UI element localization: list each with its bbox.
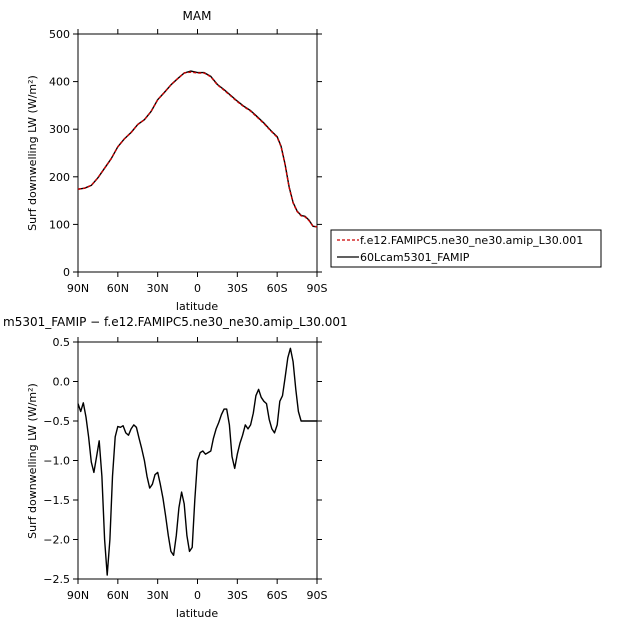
bottom-y-tick-label: 0.5 xyxy=(53,336,71,349)
top-y-axis-label: Surf downwelling LW (W/m²) xyxy=(26,75,39,231)
bottom-x-tick-label: 60S xyxy=(267,589,288,602)
top-y-tick-label: 400 xyxy=(49,76,70,89)
bottom-x-tick-label: 0 xyxy=(194,589,201,602)
legend: f.e12.FAMIPC5.ne30_ne30.amip_L30.001 60L… xyxy=(330,229,602,268)
top-y-axis: 0 100 200 300 400 500 xyxy=(49,28,322,279)
top-x-tick-label: 30S xyxy=(227,282,248,295)
top-x-axis: 90N 60N 30N 0 30S 60S 90S xyxy=(67,29,328,295)
bottom-y-tick-label: −1.0 xyxy=(43,455,70,468)
legend-label-series-2: 60Lcam5301_FAMIP xyxy=(360,251,470,264)
legend-box xyxy=(330,229,602,268)
legend-label-series-1: f.e12.FAMIPC5.ne30_ne30.amip_L30.001 xyxy=(360,234,583,247)
bottom-x-axis: 90N 60N 30N 0 30S 60S 90S xyxy=(67,337,328,602)
bottom-x-tick-label: 60N xyxy=(107,589,129,602)
bottom-chart-title: m5301_FAMIP − f.e12.FAMIPC5.ne30_ne30.am… xyxy=(3,315,348,329)
bottom-y-tick-label: −2.5 xyxy=(43,573,70,586)
bottom-panel: m5301_FAMIP − f.e12.FAMIPC5.ne30_ne30.am… xyxy=(3,315,348,620)
bottom-y-tick-label: 0.0 xyxy=(53,376,71,389)
bottom-y-axis-label: Surf downwelling LW (W/m²) xyxy=(26,383,39,539)
top-panel: MAM 0 100 200 300 400 500 90N 60N 30N 0 30S 60S 90S… xyxy=(26,9,328,313)
bottom-x-tick-label: 90N xyxy=(67,589,89,602)
bottom-x-axis-label: latitude xyxy=(176,607,218,620)
top-x-axis-label: latitude xyxy=(176,300,218,313)
top-y-tick-label: 100 xyxy=(49,218,70,231)
top-x-tick-label: 60S xyxy=(267,282,288,295)
top-x-tick-label: 60N xyxy=(107,282,129,295)
top-y-tick-label: 500 xyxy=(49,28,70,41)
bottom-y-tick-label: −2.0 xyxy=(43,534,70,547)
top-x-tick-label: 90N xyxy=(67,282,89,295)
bottom-series-line-1 xyxy=(77,347,317,576)
top-series-line-1 xyxy=(77,71,318,228)
bottom-x-tick-label: 30S xyxy=(227,589,248,602)
top-series-lines xyxy=(77,70,318,228)
top-y-tick-label: 200 xyxy=(49,171,70,184)
bottom-y-tick-label: −0.5 xyxy=(43,415,70,428)
top-y-tick-label: 0 xyxy=(63,266,70,279)
top-y-tick-label: 300 xyxy=(49,123,70,136)
top-chart-title: MAM xyxy=(183,9,212,23)
top-x-tick-label: 0 xyxy=(194,282,201,295)
bottom-y-tick-label: −1.5 xyxy=(43,494,70,507)
bottom-x-tick-label: 90S xyxy=(307,589,328,602)
bottom-y-axis: −2.5 −2.0 −1.5 −1.0 −0.5 0.0 0.5 xyxy=(43,336,322,586)
bottom-x-tick-label: 30N xyxy=(147,589,169,602)
top-x-tick-label: 90S xyxy=(307,282,328,295)
bottom-series-lines xyxy=(77,347,317,576)
top-x-tick-label: 30N xyxy=(147,282,169,295)
